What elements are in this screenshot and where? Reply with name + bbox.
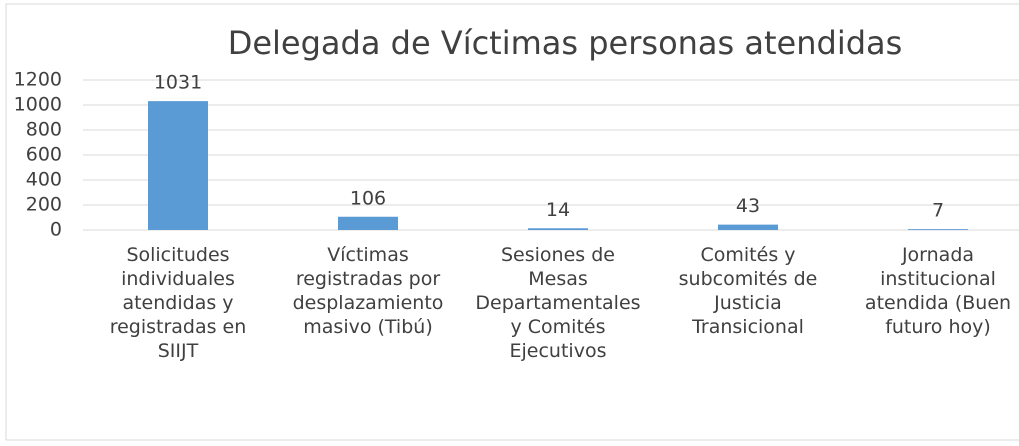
bar — [148, 101, 208, 230]
x-tick-label: Jornada institucional atendida (Buen fut… — [864, 244, 1012, 338]
data-label: 106 — [350, 187, 386, 209]
x-tick-label: Sesiones de Mesas Departamentales y Comi… — [475, 244, 641, 362]
data-label: 1031 — [154, 72, 202, 94]
y-tick-label: 1200 — [14, 69, 62, 91]
y-tick-label: 200 — [26, 194, 62, 216]
y-tick-label: 0 — [50, 219, 62, 241]
bar — [338, 216, 398, 230]
bar — [718, 224, 778, 230]
y-tick-label: 400 — [26, 169, 62, 191]
data-label: 7 — [932, 200, 944, 222]
data-label: 14 — [546, 199, 570, 221]
chart-border — [5, 3, 1019, 441]
x-tick-label: Comités y subcomités de Justicia Transic… — [678, 244, 818, 338]
x-tick-label: Víctimas registradas por desplazamiento … — [292, 244, 444, 338]
y-tick-label: 1000 — [14, 94, 62, 116]
x-tick-label: Solicitudes individuales atendidas y reg… — [109, 244, 247, 362]
y-tick-label: 600 — [26, 144, 62, 166]
chart-title: Delegada de Víctimas personas atendidas — [228, 24, 903, 62]
bar — [528, 228, 588, 230]
y-tick-label: 800 — [26, 119, 62, 141]
data-label: 43 — [736, 195, 760, 217]
bar — [908, 229, 968, 230]
